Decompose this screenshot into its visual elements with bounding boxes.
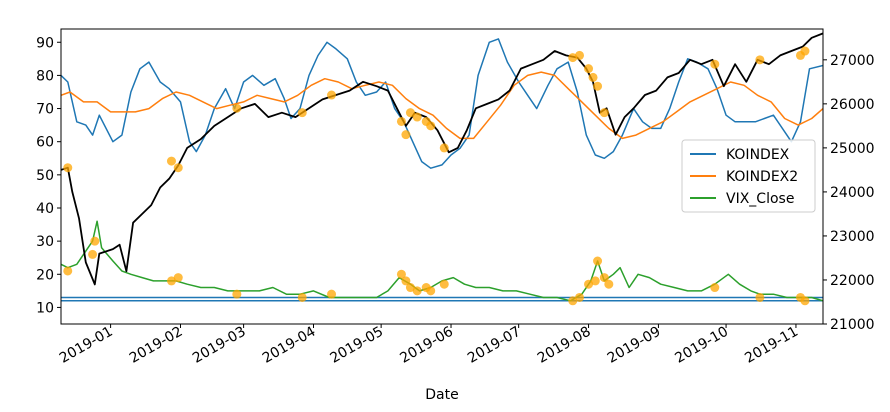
highlight-marker-right-13: [568, 53, 578, 63]
highlight-marker-right-18: [599, 108, 609, 118]
highlight-marker-left-11: [412, 286, 422, 296]
highlight-marker-left-15: [568, 296, 578, 306]
y-left-tick-label-80: 80: [36, 68, 54, 84]
series-line-koindex2: [61, 71, 823, 140]
highlight-marker-left-13: [426, 286, 436, 296]
highlight-marker-left-25: [800, 296, 810, 306]
y-right-tick-label-26000: 26000: [830, 97, 875, 113]
legend-box: [681, 139, 816, 213]
highlight-marker-left-22: [710, 283, 720, 293]
legend-label-vix-close: VIX_Close: [726, 191, 794, 207]
series-layer: [61, 32, 823, 306]
legend: KOINDEX KOINDEX2 VIX_Close: [681, 139, 816, 213]
highlight-marker-right-1: [166, 156, 176, 166]
highlight-marker-right-7: [401, 130, 411, 140]
legend-label-koindex: KOINDEX: [726, 147, 790, 163]
highlight-marker-left-5: [232, 289, 242, 299]
highlight-marker-right-4: [297, 108, 307, 118]
legend-label-koindex2: KOINDEX2: [726, 169, 798, 185]
highlight-marker-left-17: [584, 279, 594, 289]
highlight-marker-left-10: [405, 283, 415, 293]
highlight-marker-right-3: [232, 103, 242, 113]
highlight-marker-left-16: [575, 292, 585, 302]
y-left-tick-label-30: 30: [36, 234, 54, 250]
highlight-marker-left-20: [599, 273, 609, 283]
highlight-marker-right-5: [327, 90, 337, 100]
y-right-tick-label-23000: 23000: [830, 229, 875, 245]
highlight-marker-right-19: [710, 59, 720, 69]
highlight-marker-right-14: [575, 50, 585, 60]
highlight-marker-left-1: [88, 249, 98, 259]
highlight-marker-right-11: [426, 121, 436, 131]
highlight-marker-left-18: [590, 276, 600, 286]
x-axis-label: Date: [425, 387, 458, 403]
highlight-marker-right-2: [173, 163, 183, 173]
highlight-marker-left-19: [593, 256, 603, 266]
highlight-marker-right-12: [439, 143, 449, 153]
highlight-marker-left-7: [327, 289, 337, 299]
highlight-marker-right-8: [405, 108, 415, 118]
highlight-marker-right-6: [396, 116, 406, 126]
highlight-marker-left-8: [396, 269, 406, 279]
highlight-marker-left-23: [755, 292, 765, 302]
y-right-tick-label-24000: 24000: [830, 185, 875, 201]
y-right-tick-label-21000: 21000: [830, 317, 875, 333]
highlight-marker-right-20: [755, 55, 765, 65]
y-right-tick-label-27000: 27000: [830, 53, 875, 69]
highlight-marker-left-0: [63, 266, 73, 276]
highlight-marker-left-9: [401, 276, 411, 286]
highlight-marker-right-9: [412, 112, 422, 122]
highlight-marker-right-0: [63, 163, 73, 173]
series-line-price-index: [61, 32, 823, 286]
y-left-tick-label-60: 60: [36, 135, 54, 151]
plot-frame: [60, 28, 824, 325]
y-left-tick-label-70: 70: [36, 102, 54, 118]
highlight-marker-left-21: [604, 279, 614, 289]
highlight-marker-left-3: [166, 276, 176, 286]
y-left-tick-label-40: 40: [36, 201, 54, 217]
y-right-tick-label-22000: 22000: [830, 273, 875, 289]
y-left-tick-label-10: 10: [36, 300, 54, 316]
highlight-marker-left-4: [173, 273, 183, 283]
y-left-tick-label-20: 20: [36, 267, 54, 283]
highlight-marker-right-17: [593, 81, 603, 91]
y-left-tick-label-50: 50: [36, 168, 54, 184]
highlight-marker-left-14: [439, 279, 449, 289]
y-right-tick-label-25000: 25000: [830, 141, 875, 157]
highlight-marker-right-16: [588, 72, 598, 82]
highlight-marker-right-22: [800, 46, 810, 56]
y-left-tick-label-90: 90: [36, 35, 54, 51]
highlight-marker-left-6: [297, 292, 307, 302]
highlight-marker-right-15: [584, 64, 594, 74]
highlight-marker-left-2: [90, 236, 100, 246]
